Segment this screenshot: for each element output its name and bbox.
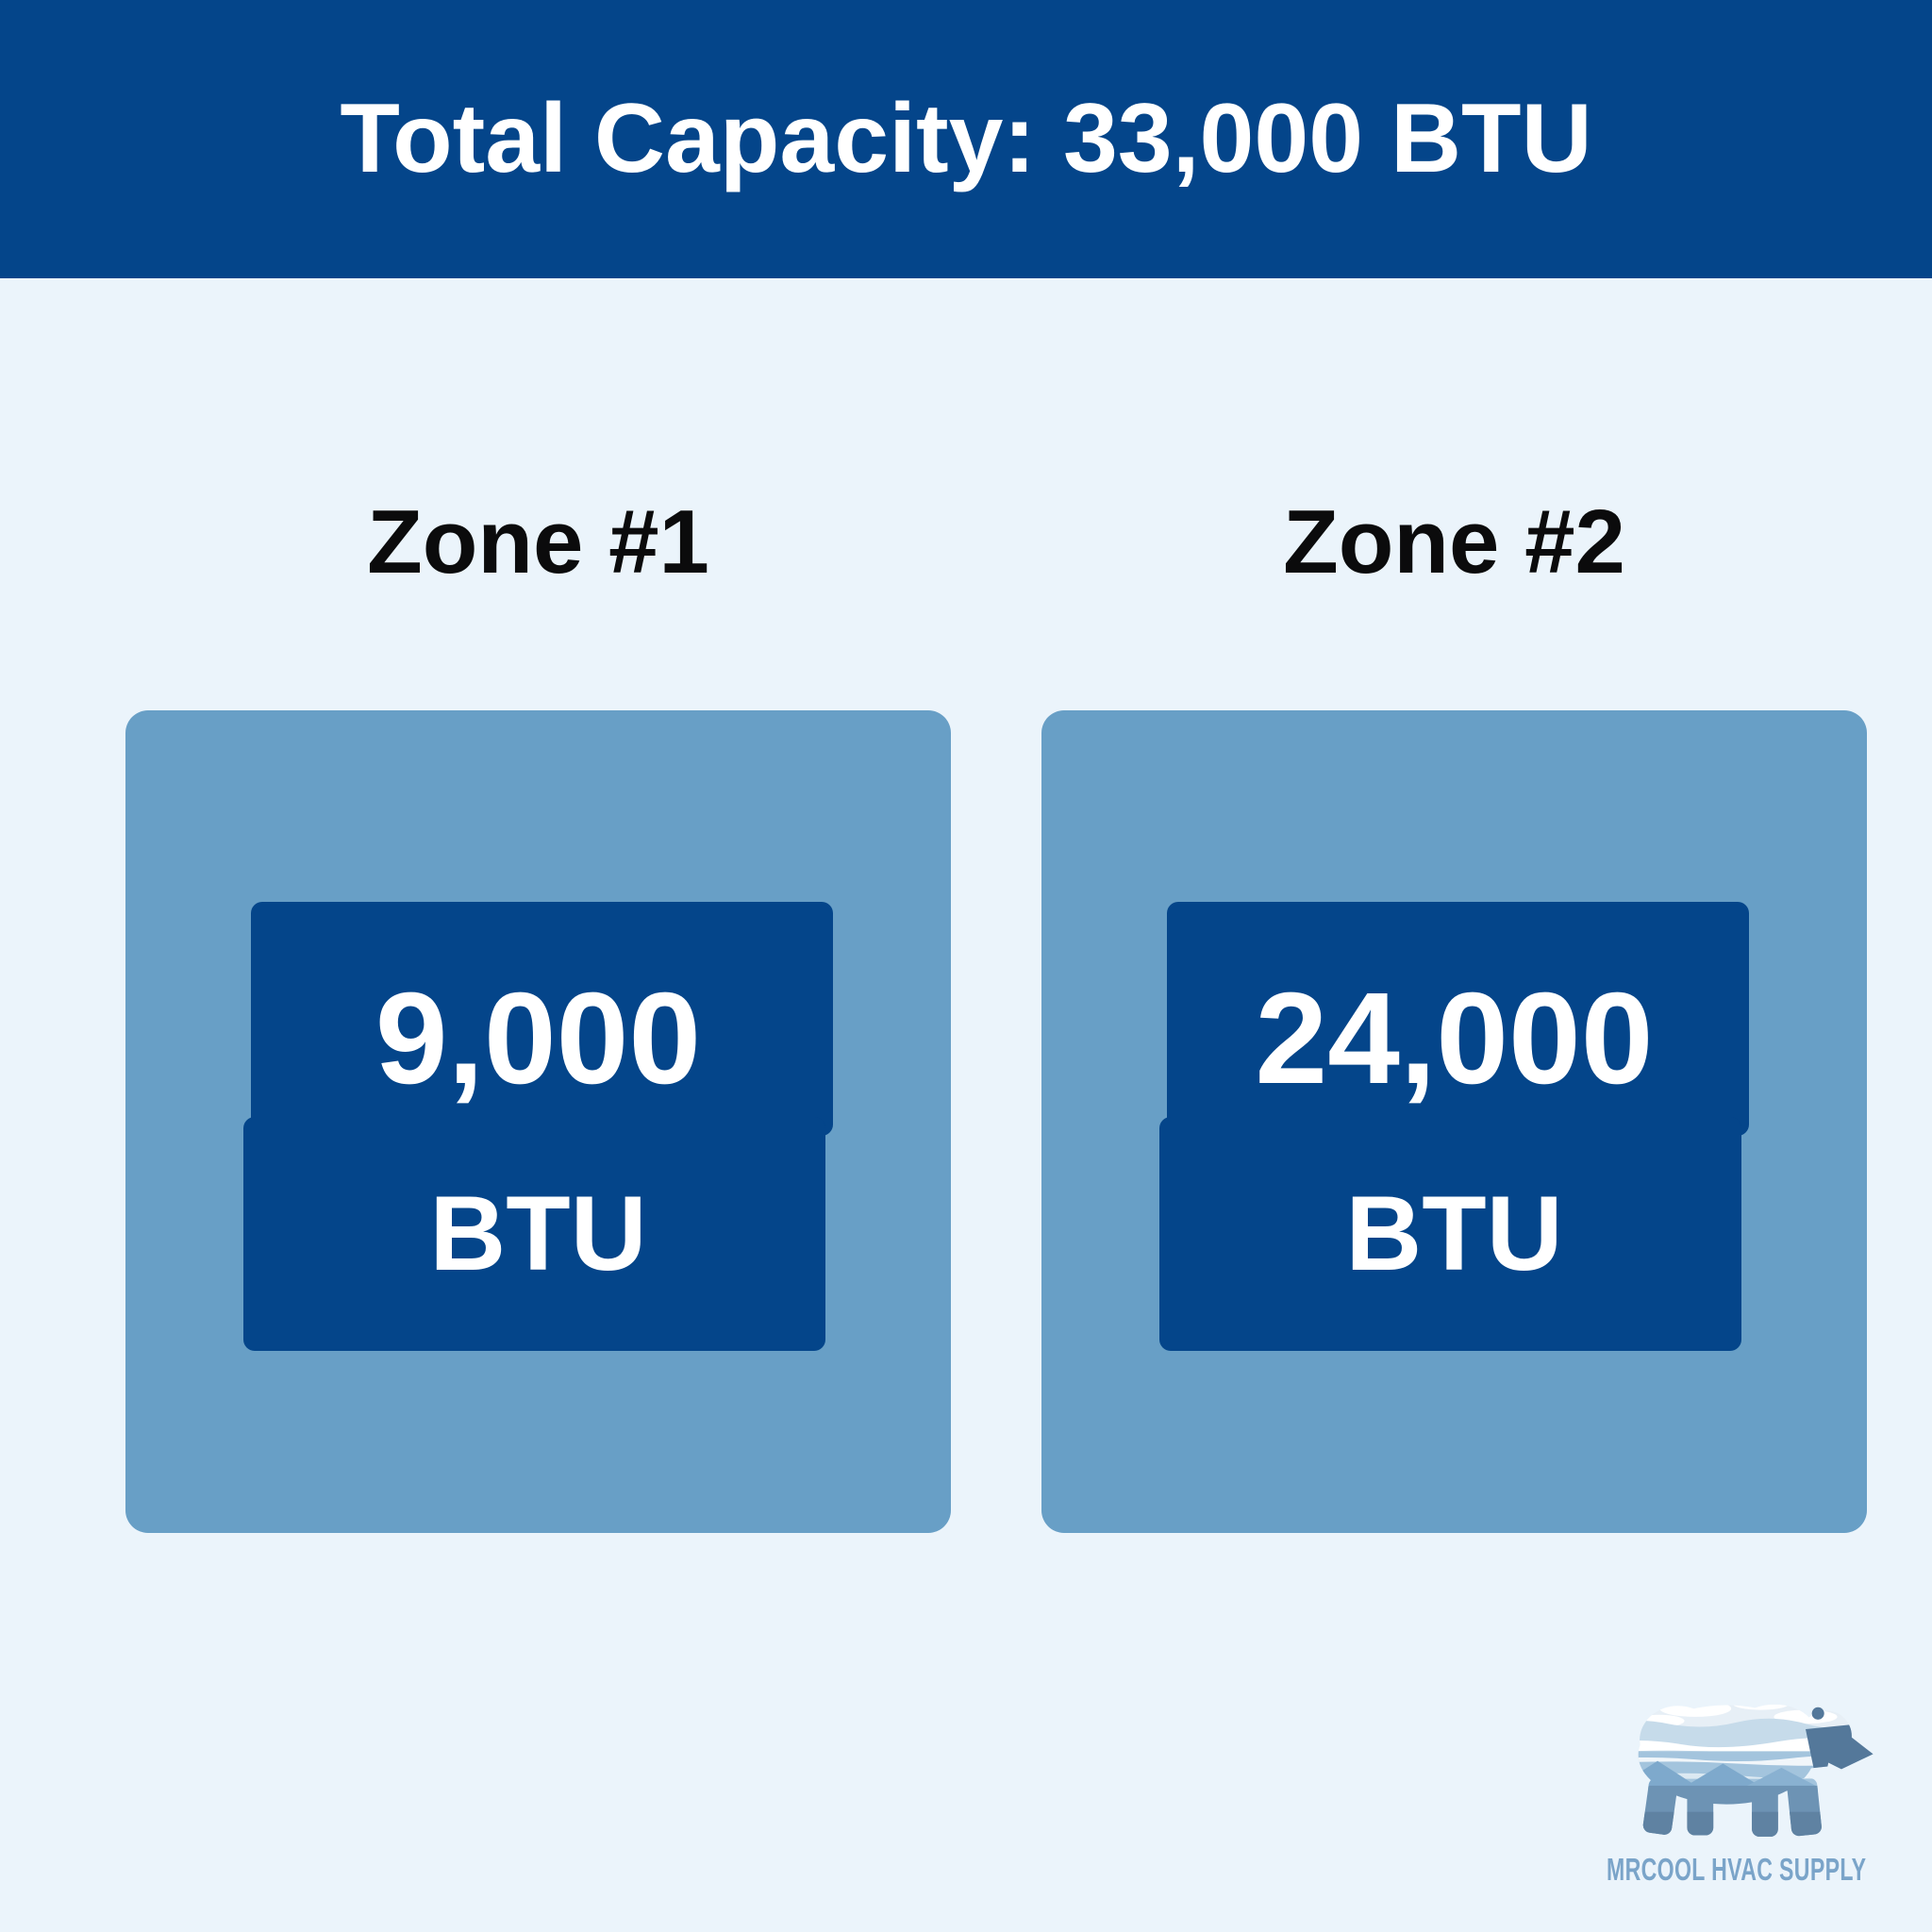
zone-1-capacity-value: 9,000 [375,966,702,1111]
polar-bear-icon [1638,1704,1874,1837]
zone-2-card: 24,000 BTU [1041,710,1867,1533]
zone-1-card: 9,000 BTU [125,710,951,1533]
zone-2-box-lower-rect [1159,1117,1741,1351]
zone-2-capacity-box: 24,000 BTU [1159,902,1749,1351]
zone-1-capacity-unit: BTU [429,1174,647,1292]
brand-name: MRCOOL HVAC SUPPLY [1607,1852,1867,1887]
zone-2-box-upper-rect [1167,902,1749,1136]
zone-1-box-upper-rect [251,902,833,1136]
zone-1-box-lower-rect [243,1117,825,1351]
zone-2-capacity-unit: BTU [1345,1174,1563,1292]
brand-logo: MRCOOL HVAC SUPPLY [1566,1682,1907,1885]
zone-1-label: Zone #1 [367,491,709,592]
zone-2-capacity-value: 24,000 [1255,966,1654,1111]
header-banner: Total Capacity: 33,000 BTU [0,0,1932,278]
total-capacity-title: Total Capacity: 33,000 BTU [340,84,1592,193]
zone-1-capacity-box: 9,000 BTU [243,902,833,1351]
zone-2-label: Zone #2 [1283,491,1625,592]
